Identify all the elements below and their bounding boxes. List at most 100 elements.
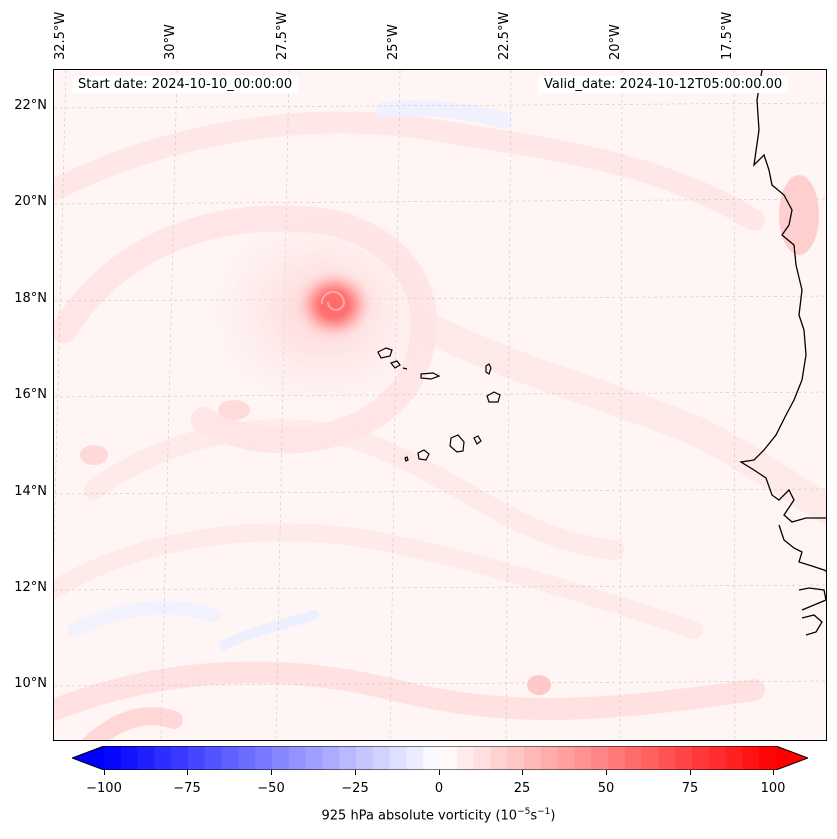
- colorbar-label-exp1: −5: [517, 807, 531, 817]
- cb-tick-mark: [606, 770, 607, 775]
- colorbar-label-prefix: 925 hPa absolute vorticity (10: [321, 808, 518, 824]
- colorbar-label-suffix: ): [550, 808, 556, 824]
- colorbar-segment: [574, 746, 592, 770]
- colorbar-segment: [272, 746, 290, 770]
- lon-label-20w: 20°W: [608, 24, 623, 60]
- colorbar-segment: [204, 746, 223, 770]
- map-canvas: [54, 70, 826, 740]
- graticule: [54, 70, 826, 740]
- cb-tick-mark: [439, 770, 440, 775]
- colorbar-segment: [305, 746, 323, 770]
- colorbar-segment: [171, 746, 189, 770]
- colorbar-segment: [104, 746, 122, 770]
- colorbar-segment: [725, 746, 743, 770]
- cb-tick-label: 0: [434, 781, 444, 796]
- colorbar-segment: [759, 746, 777, 770]
- island-santa-luzia: [402, 367, 408, 370]
- lat-label-14n: 14°N: [14, 484, 47, 499]
- map-panel: [53, 69, 827, 741]
- colorbar-segment: [188, 746, 206, 770]
- colorbar-segment: [608, 746, 626, 770]
- colorbar: [72, 746, 808, 770]
- colorbar-segment: [456, 746, 475, 770]
- cb-tick-mark: [690, 770, 691, 775]
- colorbar-label-mid: s: [530, 808, 538, 824]
- colorbar-segment: [440, 746, 458, 770]
- island-fogo: [417, 449, 430, 461]
- cb-tick-label: 25: [513, 781, 531, 796]
- colorbar-segment: [624, 746, 643, 770]
- lat-label-20n: 20°N: [14, 194, 47, 209]
- lon-label-17.5w: 17.5°W: [720, 11, 735, 60]
- colorbar-segment: [339, 746, 357, 770]
- cb-tick-label: 75: [681, 781, 699, 796]
- african-coastline: [739, 70, 826, 636]
- lon-label-27.5w: 27.5°W: [275, 11, 290, 60]
- colorbar-label-exp2: −1: [537, 807, 551, 817]
- lat-label-10n: 10°N: [14, 676, 47, 691]
- island-boa-vista: [486, 391, 501, 403]
- cb-tick-mark: [355, 770, 356, 775]
- colorbar-segment: [507, 746, 525, 770]
- colorbar-segment: [641, 746, 659, 770]
- colorbar-segment: [120, 746, 139, 770]
- island-maio: [473, 435, 482, 445]
- colorbar-segment: [322, 746, 340, 770]
- cape-verde-islands: [377, 347, 501, 462]
- colorbar-segment: [473, 746, 491, 770]
- lon-label-30w: 30°W: [163, 24, 178, 60]
- colorbar-segment: [524, 746, 542, 770]
- colorbar-segment: [591, 746, 609, 770]
- colorbar-segment: [372, 746, 391, 770]
- colorbar-segment: [692, 746, 710, 770]
- lon-label-32.5w: 32.5°W: [53, 11, 68, 60]
- cb-tick-label: −50: [257, 781, 285, 796]
- colorbar-segment: [356, 746, 374, 770]
- colorbar-segment: [255, 746, 273, 770]
- cb-tick-label: 50: [597, 781, 615, 796]
- colorbar-segment: [389, 746, 407, 770]
- island-sal: [485, 363, 492, 375]
- colorbar-label: 925 hPa absolute vorticity (10−5s−1): [0, 807, 837, 823]
- lat-label-12n: 12°N: [14, 580, 47, 595]
- island-sao-nicolau: [420, 372, 441, 380]
- colorbar-segment: [540, 746, 559, 770]
- vortex-maximum: [80, 175, 819, 695]
- cb-tick-label: −100: [86, 781, 122, 796]
- cb-tick-mark: [104, 770, 105, 775]
- colorbar-segment: [490, 746, 508, 770]
- cb-tick-label: −75: [173, 781, 201, 796]
- cb-tick-mark: [271, 770, 272, 775]
- colorbar-segment: [137, 746, 155, 770]
- colorbar-segment: [406, 746, 424, 770]
- cb-tick-mark: [187, 770, 188, 775]
- colorbar-segment: [675, 746, 693, 770]
- island-santiago: [449, 434, 465, 453]
- colorbar-segment: [288, 746, 307, 770]
- cb-tick-mark: [773, 770, 774, 775]
- lat-label-18n: 18°N: [14, 291, 47, 306]
- colorbar-segment: [154, 746, 172, 770]
- colorbar-segment: [742, 746, 760, 770]
- cb-tick-mark: [522, 770, 523, 775]
- colorbar-segment: [658, 746, 676, 770]
- island-santo-antao: [377, 347, 393, 359]
- colorbar-min-arrow: [72, 746, 104, 770]
- colorbar-max-arrow: [776, 746, 808, 770]
- lon-label-25w: 25°W: [386, 24, 401, 60]
- colorbar-segment: [708, 746, 727, 770]
- island-sao-vicente: [389, 360, 401, 369]
- cb-tick-label: 100: [760, 781, 786, 796]
- cb-tick-label: −25: [341, 781, 369, 796]
- colorbar-segment: [423, 746, 441, 770]
- start-date-label: Start date: 2024-10-10_00:00:00: [72, 76, 299, 93]
- lat-label-16n: 16°N: [14, 387, 47, 402]
- valid-date-label: Valid_date: 2024-10-12T05:00:00.00: [538, 76, 789, 93]
- island-brava: [404, 456, 409, 462]
- field-background: [54, 70, 826, 740]
- lon-label-22.5w: 22.5°W: [497, 11, 512, 60]
- lat-label-22n: 22°N: [14, 98, 47, 113]
- colorbar-segment: [221, 746, 239, 770]
- colorbar-segment: [238, 746, 256, 770]
- colorbar-segment: [557, 746, 575, 770]
